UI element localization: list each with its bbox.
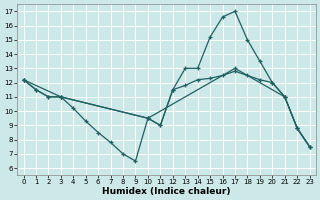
X-axis label: Humidex (Indice chaleur): Humidex (Indice chaleur)	[102, 187, 231, 196]
